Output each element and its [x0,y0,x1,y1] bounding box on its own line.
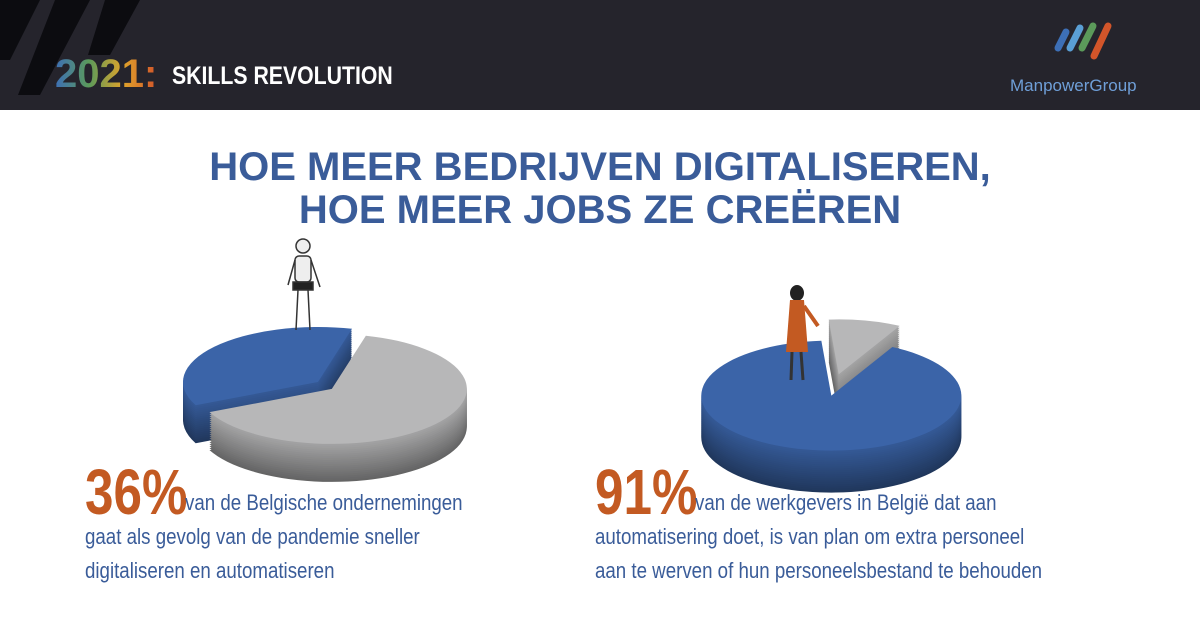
stat-value: 91% [595,456,698,528]
slice [701,340,962,451]
slice [828,319,900,375]
woman [786,285,820,381]
stat-caption: automatisering doet, is van plan om extr… [595,524,1025,549]
headline: HOE MEER JOBS ZE CREËREN [298,188,902,232]
robot [287,238,321,331]
slice [209,335,467,444]
header-stripes [0,0,140,95]
stat-caption: gaat als gevolg van de pandemie sneller [85,524,420,549]
stat-value: 36% [85,456,188,528]
slice [182,326,353,406]
headline: HOE MEER BEDRIJVEN DIGITALISEREN, [209,145,991,189]
stat-caption: digitaliseren en automatiseren [85,558,335,583]
header-title: SKILLS REVOLUTION [172,62,393,90]
stat-caption: aan te werven of hun personeelsbestand t… [595,558,1043,583]
year: 2021: [55,52,158,96]
header-bar: 2021: SKILLS REVOLUTION ManpowerGroup [0,0,1200,110]
logo [1054,22,1112,60]
logo-mark [1054,22,1112,60]
stat-caption: van de werkgevers in België dat aan [695,490,997,515]
brand: ManpowerGroup [1010,76,1137,95]
stat-caption: van de Belgische ondernemingen [185,490,463,515]
stripe [0,0,140,95]
